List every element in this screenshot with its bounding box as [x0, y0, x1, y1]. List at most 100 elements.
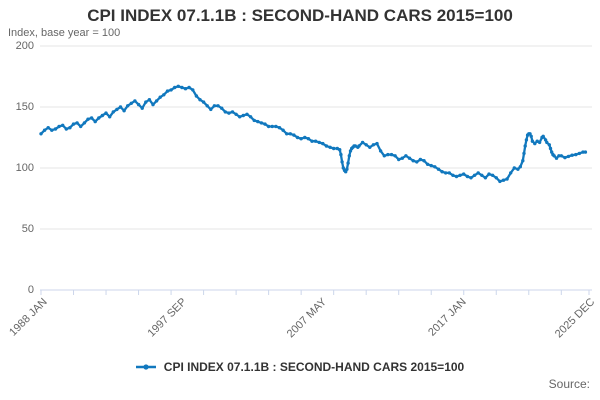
- series-point: [454, 174, 459, 179]
- series-point: [144, 100, 148, 104]
- series-point: [522, 151, 526, 156]
- series-point: [82, 121, 87, 125]
- series-point: [375, 141, 379, 146]
- series-point: [86, 117, 90, 121]
- y-axis-tick-label: 100: [15, 162, 34, 174]
- series-point: [583, 150, 588, 154]
- series-point: [490, 173, 495, 177]
- series-point: [263, 122, 267, 126]
- series-point: [270, 124, 274, 129]
- series-point: [201, 100, 206, 104]
- series-point: [259, 121, 264, 125]
- series-point: [209, 107, 213, 112]
- series-point: [338, 148, 342, 152]
- series-point: [433, 165, 437, 169]
- series-point: [498, 179, 502, 184]
- series-point: [89, 116, 94, 120]
- chart-title: CPI INDEX 07.1.1B : SECOND-HAND CARS 201…: [87, 6, 513, 25]
- series-point: [162, 93, 166, 97]
- series-point: [245, 112, 249, 117]
- series-point: [429, 163, 433, 168]
- series-point: [518, 165, 522, 169]
- series-point: [554, 156, 559, 160]
- series-point: [299, 137, 303, 141]
- series-point: [397, 157, 401, 162]
- series-point: [523, 144, 527, 148]
- series-point: [345, 167, 349, 171]
- series-point: [552, 154, 556, 158]
- series-point: [252, 118, 256, 123]
- series-point: [487, 172, 491, 176]
- series-point: [42, 128, 47, 132]
- series-point: [277, 126, 282, 130]
- series-point: [266, 124, 271, 129]
- series-point: [122, 109, 126, 113]
- series-point: [389, 152, 394, 157]
- series-point: [118, 105, 123, 109]
- legend-line-marker-icon: [135, 364, 156, 370]
- series-point: [154, 99, 159, 103]
- series-point: [347, 154, 351, 158]
- series-point: [187, 85, 191, 90]
- series-point: [313, 139, 318, 143]
- series-point: [501, 178, 506, 182]
- series-point: [378, 149, 383, 153]
- series-point: [285, 132, 289, 136]
- series-point: [223, 110, 227, 114]
- series-point: [180, 85, 184, 90]
- series-point: [317, 140, 321, 145]
- series-point: [100, 113, 105, 118]
- series-point: [79, 124, 83, 129]
- series-point: [566, 154, 571, 159]
- legend-item[interactable]: CPI INDEX 07.1.1B : SECOND-HAND CARS 201…: [135, 360, 465, 374]
- series-point: [570, 153, 574, 157]
- y-axis-tick-label: 200: [15, 40, 34, 52]
- series-point: [50, 128, 54, 132]
- series-point: [39, 132, 43, 136]
- series-point: [422, 159, 426, 163]
- series-point: [274, 124, 278, 129]
- series-point: [324, 144, 329, 148]
- series-point: [328, 145, 332, 149]
- series-point: [465, 174, 470, 179]
- y-axis-tick-label: 50: [21, 223, 34, 235]
- y-axis-tick-label: 0: [27, 284, 34, 296]
- series-point: [256, 119, 260, 124]
- series-point: [165, 89, 170, 93]
- series-point: [357, 144, 361, 148]
- series-point: [574, 152, 578, 157]
- series-point: [559, 154, 563, 158]
- series-point: [458, 173, 462, 177]
- series-point: [126, 104, 130, 108]
- series-point: [382, 154, 386, 158]
- series-point: [133, 99, 137, 103]
- series-point: [557, 154, 561, 158]
- series-point: [415, 160, 419, 164]
- series-point: [521, 159, 525, 163]
- series-point: [332, 146, 336, 151]
- series-point: [400, 156, 404, 160]
- series-point: [480, 173, 484, 177]
- series-point: [248, 115, 253, 119]
- series-point: [75, 121, 79, 125]
- series-point: [505, 177, 509, 181]
- series-point: [547, 143, 551, 147]
- series-point: [483, 176, 488, 180]
- series-point: [183, 87, 188, 91]
- series-point: [234, 112, 238, 117]
- source-label: Source:: [548, 377, 590, 391]
- series-point: [220, 106, 224, 110]
- series-point: [447, 171, 451, 175]
- series-point: [136, 102, 141, 107]
- series-point: [140, 106, 144, 110]
- series-point: [411, 159, 415, 163]
- series-point: [158, 95, 162, 99]
- series-point: [111, 110, 116, 114]
- legend-label: CPI INDEX 07.1.1B : SECOND-HAND CARS 201…: [163, 360, 465, 374]
- series-point: [360, 140, 365, 145]
- series-point: [364, 143, 368, 147]
- series-point: [191, 88, 195, 92]
- series-point: [151, 102, 155, 107]
- series-point: [306, 137, 311, 141]
- series-point: [147, 98, 152, 102]
